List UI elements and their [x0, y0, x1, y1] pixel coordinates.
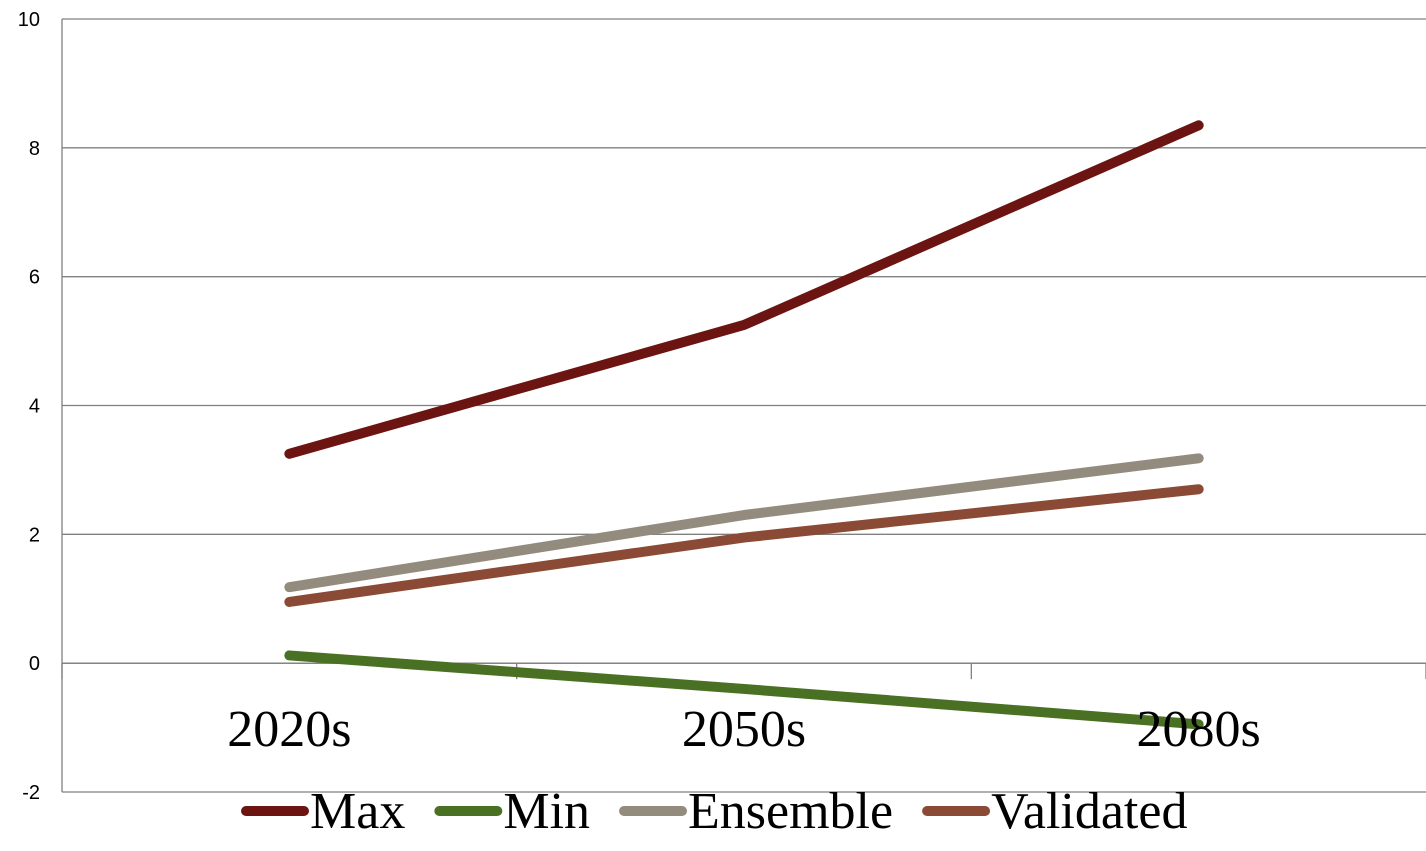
y-tick-label: 6 [29, 267, 40, 289]
legend-label: Validated [991, 783, 1187, 840]
legend-item-validated: Validated [922, 783, 1187, 840]
legend-label: Max [310, 783, 405, 840]
x-tick-label: 2020s [227, 701, 351, 758]
y-tick-label: 10 [18, 9, 40, 31]
y-axis-ticks: -2 0 2 4 6 8 10 [18, 9, 40, 804]
series-line-max [284, 120, 1204, 459]
y-tick-label: 0 [29, 653, 40, 675]
x-tick-label: 2050s [682, 701, 806, 758]
series-line-ensemble [284, 453, 1204, 593]
legend-item-min: Min [434, 783, 590, 840]
x-axis-ticks: 2020s 2050s 2080s [227, 701, 1261, 758]
series-line-validated [284, 484, 1204, 607]
y-tick-label: -2 [22, 782, 40, 804]
gridlines [62, 18, 1426, 793]
x-tick-label: 2080s [1137, 701, 1261, 758]
legend-label: Ensemble [688, 783, 893, 840]
y-tick-label: 8 [29, 138, 40, 160]
legend-label: Min [503, 783, 590, 840]
legend-item-ensemble: Ensemble [619, 783, 893, 840]
y-tick-label: 2 [29, 524, 40, 546]
legend: Max Min Ensemble Validated [241, 783, 1187, 840]
legend-item-max: Max [241, 783, 405, 840]
axes [61, 19, 1426, 792]
y-tick-label: 4 [29, 396, 40, 418]
series-lines [284, 120, 1204, 730]
